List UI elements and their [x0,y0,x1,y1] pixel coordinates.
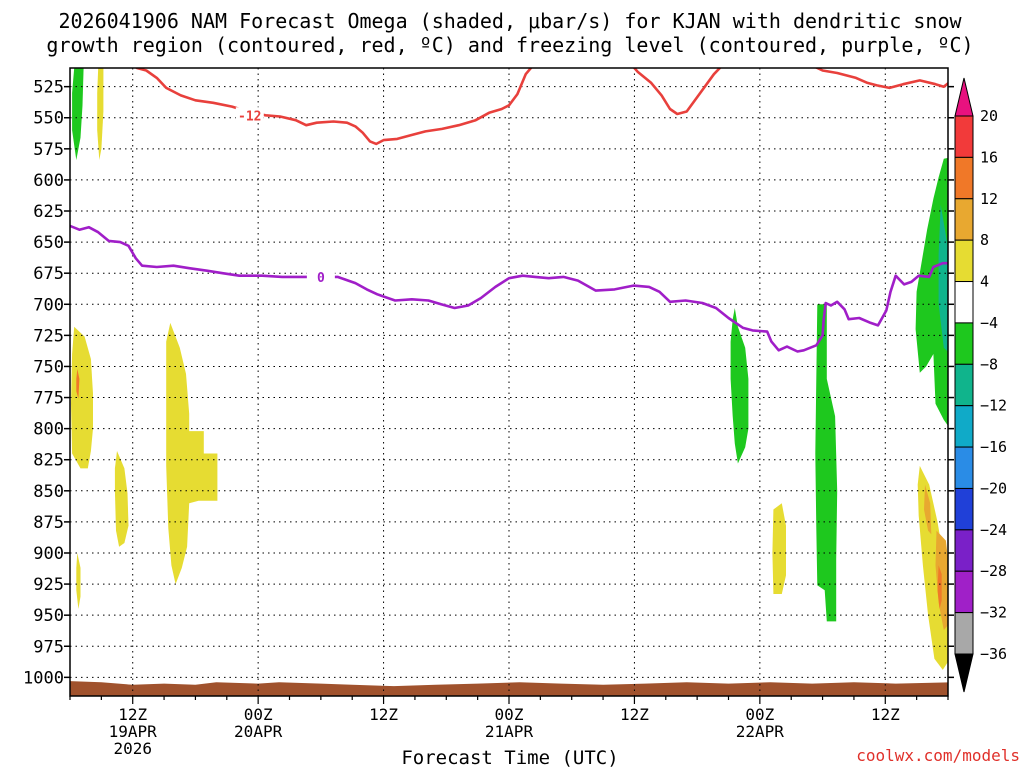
colorbar-box-8 [954,446,974,489]
x-tick-date-5: 22APR [736,722,785,741]
colorbar-label-10: −24 [980,521,1007,539]
colorbar-label-6: −8 [980,355,998,373]
colorbar-box-4 [954,281,974,324]
x-tick-label-6: 12Z [871,705,900,724]
colorbar-label-12: −32 [980,604,1007,622]
colorbar-top-arrow [954,77,974,117]
x-tick-date-0: 19APR [109,722,158,741]
contour-line-2 [814,68,948,90]
contour-line-3 [70,224,948,353]
contour-label-3: 0 [317,271,325,286]
x-tick-label-4: 12Z [620,705,649,724]
y-tick-label-18: 975 [33,637,64,657]
y-tick-label-9: 750 [33,357,64,377]
colorbar-box-9 [954,487,974,531]
colorbar-box-2 [954,198,974,241]
chart-title-line-1: 2026041906 NAM Forecast Omega (shaded, μ… [58,9,962,33]
colorbar-label-4: 4 [980,273,989,291]
colorbar-label-3: 8 [980,231,989,249]
contour-label-0: -12 [238,109,261,124]
y-tick-label-4: 625 [33,202,64,222]
colorbar-label-2: 12 [980,190,998,208]
omega-region-4 [76,553,81,609]
plot-area: -12 0 [70,68,948,696]
colorbar-label-8: −16 [980,438,1007,456]
colorbar-bottom-arrow [954,653,974,693]
colorbar-box-6 [954,363,974,407]
contour-label-bg-0 [235,107,264,123]
x-tick-label-2: 12Z [369,705,398,724]
colorbar-label-1: 16 [980,148,998,166]
colorbar-label-5: −4 [980,314,998,332]
omega-region-9 [815,304,838,622]
colorbar-box-10 [954,529,974,572]
omega-region-14 [935,530,948,631]
y-tick-label-5: 650 [33,233,64,253]
omega-region-3 [76,368,80,399]
x-tick-label-3: 00Z [495,705,524,724]
terrain-fill [70,681,948,696]
y-tick-label-12: 825 [33,451,64,471]
colorbar-label-11: −28 [980,562,1007,580]
plot-content: -12 0 [70,68,948,696]
contour-line-1 [632,68,722,116]
chart-title-line-2: growth region (contoured, red, ºC) and f… [46,33,973,57]
omega-region-8 [772,503,786,594]
y-tick-label-1: 550 [33,109,64,129]
y-tick-label-19: 1000 [23,668,64,688]
colorbar: 20 16 12 8 4 −4 −8 −12 −16 −20 −24 −28 −32 −36 [954,77,1007,693]
omega-region-7 [730,308,749,464]
omega-region-1 [97,68,104,160]
colorbar-label-7: −12 [980,397,1007,415]
x-axis-title: Forecast Time (UTC) [401,747,618,768]
colorbar-box-7 [954,405,974,448]
y-tick-label-15: 900 [33,544,64,564]
omega-region-12 [917,465,948,670]
x-tick-label-5: 00Z [745,705,774,724]
axes: 525 550 575 600 625 650 675 700 725 750 775 800 825 8… [23,67,954,758]
omega-region-6 [166,322,218,585]
colorbar-label-0: 20 [980,107,998,125]
contour-line-0 [135,68,533,146]
colorbar-box-5 [954,322,974,365]
colorbar-box-11 [954,570,974,614]
y-tick-label-7: 700 [33,295,64,315]
y-tick-label-3: 600 [33,171,64,191]
y-tick-label-16: 925 [33,575,64,595]
colorbar-box-0 [954,115,974,158]
x-tick-date-3: 21APR [485,722,534,741]
contour-label-bg-3 [306,268,335,284]
omega-region-0 [72,68,84,160]
y-tick-label-11: 800 [33,420,64,440]
colorbar-box-3 [954,239,974,283]
colorbar-box-12 [954,612,974,655]
y-tick-label-0: 525 [33,78,64,98]
omega-region-11 [938,204,948,352]
y-tick-label-17: 950 [33,606,64,626]
x-tick-label-1: 00Z [244,705,273,724]
omega-region-5 [114,451,129,547]
y-tick-label-6: 675 [33,264,64,284]
site-credit: coolwx.com/models [856,746,1020,765]
y-tick-label-14: 875 [33,513,64,533]
colorbar-box-1 [954,156,974,200]
x-tick-year-0: 2026 [113,739,152,758]
y-tick-label-13: 850 [33,482,64,502]
colorbar-label-9: −20 [980,479,1007,497]
omega-region-15 [937,565,942,609]
y-tick-label-2: 575 [33,140,64,160]
y-tick-label-10: 775 [33,389,64,409]
colorbar-label-13: −36 [980,645,1007,663]
x-tick-date-1: 20APR [234,722,283,741]
y-tick-label-8: 725 [33,326,64,346]
x-tick-label-0: 12Z [118,705,147,724]
